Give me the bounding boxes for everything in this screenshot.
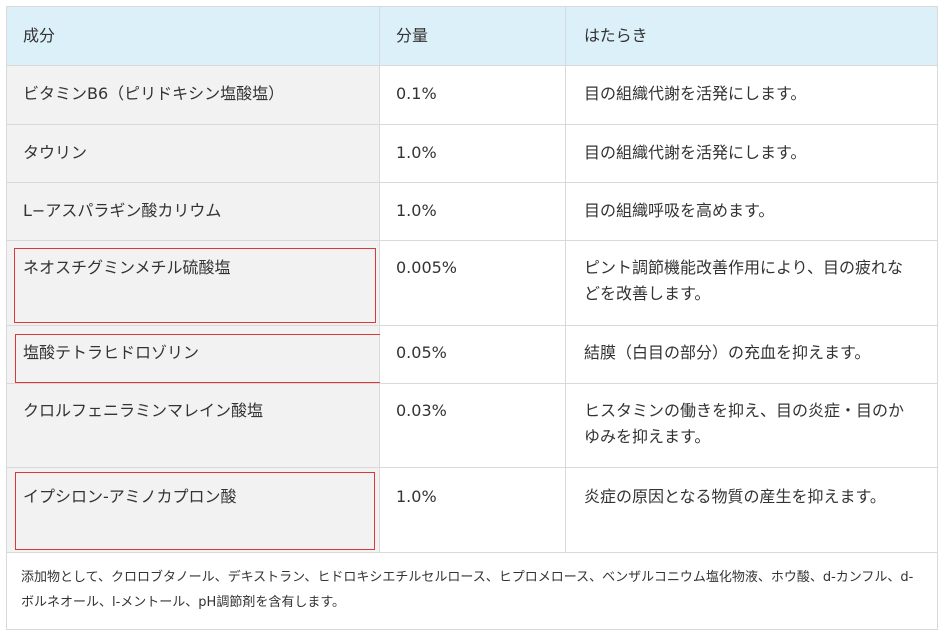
ingredient-function: 目の組織代謝を活発にします。 — [584, 143, 807, 162]
function-cell: 結膜（白目の部分）の充血を抑えます。 — [566, 326, 937, 383]
ingredient-name: イプシロン-アミノカプロン酸 — [23, 487, 237, 506]
function-cell: ピント調節機能改善作用により、目の疲れなどを改善します。 — [566, 241, 937, 325]
highlight-box — [15, 472, 375, 550]
ingredient-amount: 0.03% — [396, 401, 447, 420]
ingredient-amount: 1.0% — [396, 201, 437, 220]
ingredient-name: タウリン — [23, 143, 88, 162]
ingredient-cell: タウリン — [7, 125, 380, 182]
function-cell: 炎症の原因となる物質の産生を抑えます。 — [566, 468, 937, 552]
ingredient-name: ビタミンB6（ピリドキシン塩酸塩） — [23, 84, 285, 103]
function-cell: 目の組織代謝を活発にします。 — [566, 66, 937, 124]
function-cell: 目の組織呼吸を高めます。 — [566, 183, 937, 240]
ingredient-cell: クロルフェニラミンマレイン酸塩 — [7, 384, 380, 467]
ingredient-cell: 塩酸テトラヒドロゾリン — [7, 326, 381, 383]
ingredient-amount: 0.1% — [396, 84, 437, 103]
table-row: L−アスパラギン酸カリウム 1.0% 目の組織呼吸を高めます。 — [7, 183, 937, 241]
table-row: ビタミンB6（ピリドキシン塩酸塩） 0.1% 目の組織代謝を活発にします。 — [7, 66, 937, 125]
header-cell-ingredient: 成分 — [7, 7, 380, 65]
ingredient-cell: イプシロン-アミノカプロン酸 — [7, 468, 380, 552]
ingredient-function: ヒスタミンの働きを抑え、目の炎症・目のかゆみを抑えます。 — [584, 401, 905, 446]
header-amount-label: 分量 — [396, 26, 429, 45]
table-header-row: 成分 分量 はたらき — [7, 7, 937, 66]
table-row: 塩酸テトラヒドロゾリン 0.05% 結膜（白目の部分）の充血を抑えます。 — [7, 326, 937, 384]
ingredient-name: クロルフェニラミンマレイン酸塩 — [23, 401, 264, 420]
ingredient-amount: 1.0% — [396, 143, 437, 162]
ingredient-function: 目の組織代謝を活発にします。 — [584, 84, 807, 103]
function-cell: ヒスタミンの働きを抑え、目の炎症・目のかゆみを抑えます。 — [566, 384, 937, 467]
ingredient-function: 炎症の原因となる物質の産生を抑えます。 — [584, 487, 886, 506]
ingredient-cell: ネオスチグミンメチル硫酸塩 — [7, 241, 380, 325]
header-ingredient-label: 成分 — [23, 26, 56, 45]
ingredient-cell: L−アスパラギン酸カリウム — [7, 183, 380, 240]
amount-cell: 0.005% — [380, 241, 566, 325]
ingredient-cell: ビタミンB6（ピリドキシン塩酸塩） — [7, 66, 380, 124]
highlight-box — [14, 248, 376, 323]
ingredient-name: ネオスチグミンメチル硫酸塩 — [23, 258, 231, 277]
ingredient-amount: 1.0% — [396, 487, 437, 506]
amount-cell: 0.03% — [380, 384, 566, 467]
ingredient-function: 結膜（白目の部分）の充血を抑えます。 — [584, 343, 871, 362]
ingredient-amount: 0.05% — [396, 343, 447, 362]
amount-cell: 1.0% — [380, 468, 566, 552]
table-row: ネオスチグミンメチル硫酸塩 0.005% ピント調節機能改善作用により、目の疲れ… — [7, 241, 937, 326]
additives-note-text: 添加物として、クロロブタノール、デキストラン、ヒドロキシエチルセルロース、ヒプロ… — [21, 570, 914, 610]
table-row: クロルフェニラミンマレイン酸塩 0.03% ヒスタミンの働きを抑え、目の炎症・目… — [7, 384, 937, 468]
amount-cell: 0.05% — [380, 326, 566, 383]
amount-cell: 1.0% — [380, 183, 566, 240]
ingredient-name: L−アスパラギン酸カリウム — [23, 201, 222, 220]
ingredients-table: 成分 分量 はたらき ビタミンB6（ピリドキシン塩酸塩） 0.1% 目の組織代謝… — [6, 6, 938, 630]
amount-cell: 0.1% — [380, 66, 566, 124]
header-cell-function: はたらき — [566, 7, 937, 65]
ingredient-amount: 0.005% — [396, 258, 458, 277]
table-row: イプシロン-アミノカプロン酸 1.0% 炎症の原因となる物質の産生を抑えます。 — [7, 468, 937, 553]
ingredient-function: 目の組織呼吸を高めます。 — [584, 201, 775, 220]
ingredient-function: ピント調節機能改善作用により、目の疲れなどを改善します。 — [584, 258, 904, 303]
table-row: タウリン 1.0% 目の組織代謝を活発にします。 — [7, 125, 937, 183]
header-function-label: はたらき — [584, 26, 648, 45]
ingredient-name: 塩酸テトラヒドロゾリン — [23, 343, 200, 362]
function-cell: 目の組織代謝を活発にします。 — [566, 125, 937, 182]
additives-note: 添加物として、クロロブタノール、デキストラン、ヒドロキシエチルセルロース、ヒプロ… — [7, 553, 937, 629]
amount-cell: 1.0% — [380, 125, 566, 182]
header-cell-amount: 分量 — [380, 7, 566, 65]
